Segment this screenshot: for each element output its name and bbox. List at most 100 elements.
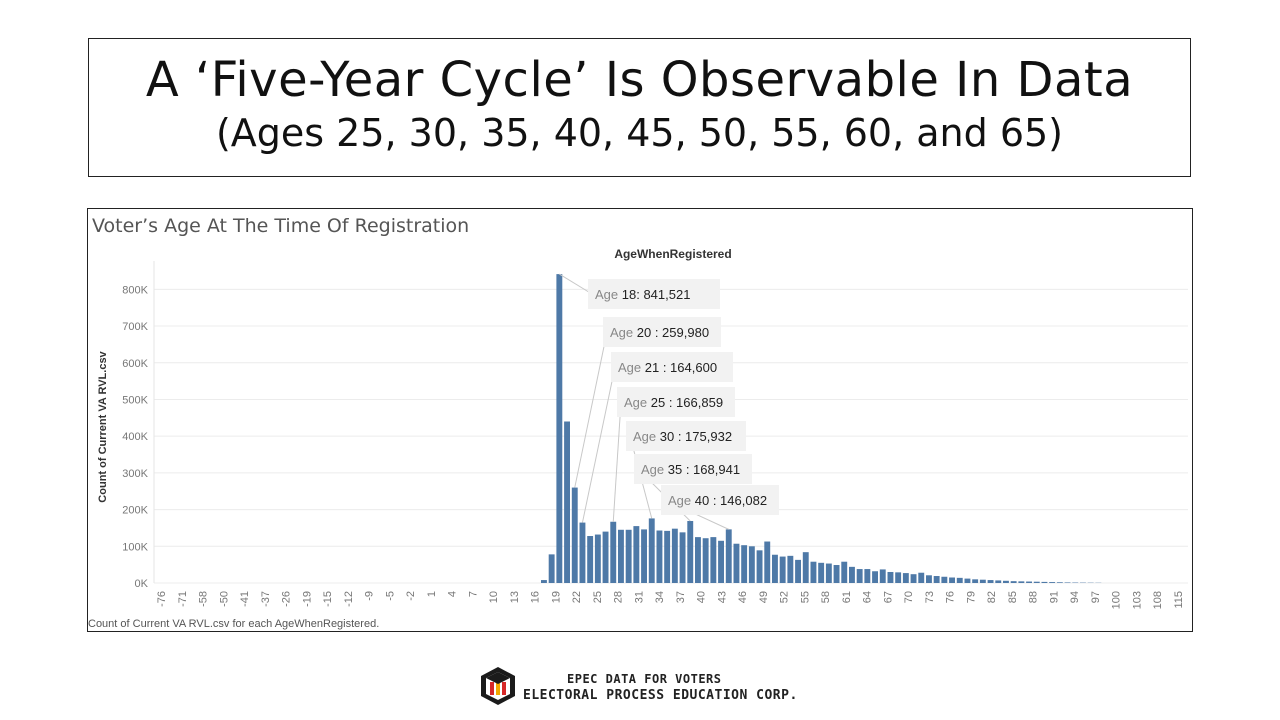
slide-title: A ‘Five-Year Cycle’ Is Observable In Dat… bbox=[145, 52, 1134, 108]
histogram-chart: AgeWhenRegistered 0K 100K 200K 300K 400K 500K 6… bbox=[97, 247, 1188, 609]
bar bbox=[733, 543, 740, 583]
x-tick-label: 91 bbox=[1048, 591, 1060, 603]
bar bbox=[718, 540, 724, 583]
bar bbox=[1003, 580, 1009, 583]
bar bbox=[1033, 581, 1040, 583]
x-tick-label: 19 bbox=[550, 591, 562, 603]
bar bbox=[964, 578, 971, 583]
bar bbox=[956, 577, 963, 583]
chart-panel: Voter’s Age At The Time Of Registration … bbox=[87, 208, 1193, 632]
bar bbox=[779, 556, 786, 583]
x-tick-label: 37 bbox=[675, 591, 687, 603]
callout-box bbox=[617, 387, 735, 417]
callout-leader bbox=[574, 331, 608, 488]
bar bbox=[1049, 582, 1056, 583]
callout-leader bbox=[559, 273, 593, 295]
bar bbox=[610, 521, 617, 583]
bar bbox=[748, 546, 755, 583]
bar bbox=[1018, 581, 1025, 583]
x-tick-label: -26 bbox=[281, 591, 293, 607]
bar bbox=[556, 274, 563, 583]
bar bbox=[856, 569, 863, 583]
bar bbox=[833, 565, 840, 583]
bar bbox=[648, 518, 655, 583]
bar bbox=[1056, 582, 1063, 583]
x-tick-label: -5 bbox=[384, 591, 396, 601]
bar bbox=[702, 538, 709, 583]
bar bbox=[1041, 581, 1048, 583]
callout-label: Age 35 : 168,941 bbox=[641, 462, 740, 477]
x-tick-label: 46 bbox=[737, 591, 749, 603]
chart-caption: Count of Current VA RVL.csv for each Age… bbox=[88, 618, 380, 630]
bar bbox=[841, 561, 848, 583]
callout-label: Age 21 : 164,600 bbox=[618, 360, 717, 375]
bar bbox=[679, 532, 686, 583]
slide-title-box: A ‘Five-Year Cycle’ Is Observable In Dat… bbox=[88, 38, 1191, 177]
bar bbox=[587, 536, 594, 583]
bar bbox=[987, 580, 994, 583]
x-tick-label: 22 bbox=[571, 591, 583, 603]
bar bbox=[741, 545, 748, 583]
bar bbox=[1064, 582, 1071, 583]
bar bbox=[656, 530, 663, 583]
bar bbox=[787, 555, 794, 583]
bar bbox=[810, 561, 817, 583]
callout-label: Age 30 : 175,932 bbox=[633, 429, 732, 444]
x-tick-label: 13 bbox=[509, 591, 521, 603]
x-tick-label: 103 bbox=[1131, 591, 1143, 609]
callout-box bbox=[634, 454, 752, 484]
bar bbox=[571, 487, 578, 583]
bar bbox=[926, 575, 932, 583]
x-tick-label: 67 bbox=[882, 591, 894, 603]
callout-box bbox=[626, 421, 746, 451]
callout-label: Age 40 : 146,082 bbox=[668, 493, 767, 508]
x-tick-label: 7 bbox=[467, 591, 479, 597]
x-tick-label: 1 bbox=[426, 591, 438, 597]
x-tick-label: 52 bbox=[779, 591, 791, 603]
bar bbox=[910, 574, 917, 583]
bar bbox=[564, 421, 570, 583]
column-header: AgeWhenRegistered bbox=[614, 247, 731, 261]
bar bbox=[995, 580, 1002, 583]
x-tick-label: 100 bbox=[1111, 591, 1123, 609]
bar bbox=[979, 579, 986, 583]
callout-leader bbox=[612, 401, 622, 522]
x-tick-label: -50 bbox=[218, 591, 230, 607]
x-tick-label: 61 bbox=[841, 591, 853, 603]
bar bbox=[879, 569, 886, 583]
x-tick-label: 88 bbox=[1028, 591, 1040, 603]
x-tick-label: 28 bbox=[613, 591, 625, 603]
bar bbox=[918, 572, 925, 583]
bar bbox=[795, 559, 801, 583]
bar bbox=[671, 528, 678, 583]
x-tick-label: 40 bbox=[696, 591, 708, 603]
bar bbox=[933, 576, 940, 583]
x-tick-label: -19 bbox=[301, 591, 313, 607]
callout-leader bbox=[581, 366, 616, 523]
x-tick-label: 85 bbox=[1007, 591, 1019, 603]
bar bbox=[541, 580, 547, 583]
y-tick-label: 800K bbox=[122, 284, 148, 296]
footer-line2: ELECTORAL PROCESS EDUCATION CORP. bbox=[523, 688, 798, 703]
bar bbox=[949, 577, 955, 583]
y-tick-label: 500K bbox=[122, 394, 148, 406]
bar bbox=[941, 576, 948, 583]
chart-title: Voter’s Age At The Time Of Registration bbox=[92, 215, 470, 237]
bar bbox=[1010, 581, 1017, 583]
x-tick-label: 16 bbox=[530, 591, 542, 603]
x-tick-label: 58 bbox=[820, 591, 832, 603]
x-tick-label: -15 bbox=[322, 591, 334, 607]
x-tick-label: -71 bbox=[177, 591, 189, 607]
x-tick-label: -9 bbox=[364, 591, 376, 601]
x-tick-label: 94 bbox=[1069, 591, 1081, 603]
x-tick-label: 4 bbox=[447, 591, 459, 597]
footer-line1: EPEC DATA FOR VOTERS bbox=[567, 672, 722, 686]
bar bbox=[618, 529, 624, 583]
callout-label: Age 25 : 166,859 bbox=[624, 395, 723, 410]
x-tick-label: 115 bbox=[1173, 591, 1185, 609]
bar bbox=[633, 526, 640, 583]
bar bbox=[725, 529, 732, 583]
x-tick-label: 82 bbox=[986, 591, 998, 603]
bar bbox=[756, 550, 763, 583]
callout-box bbox=[588, 279, 720, 309]
